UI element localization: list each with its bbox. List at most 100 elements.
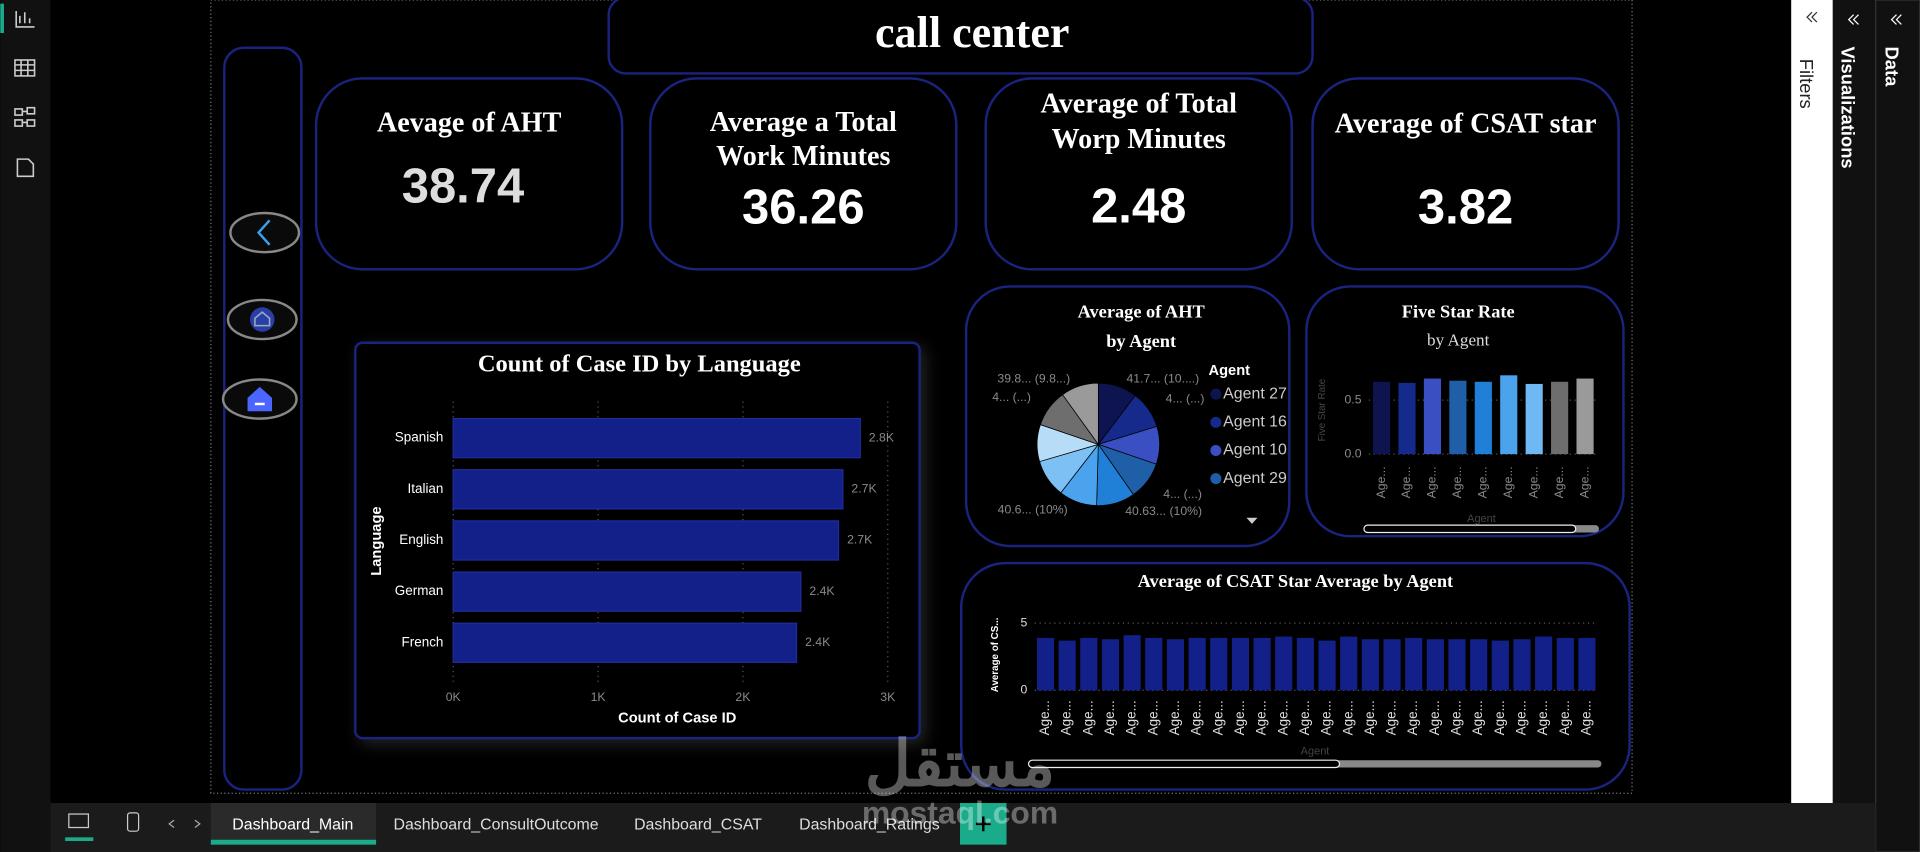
chart-card [959, 561, 1631, 791]
bar [1231, 637, 1249, 691]
y-axis-label: Average of CS... [990, 617, 1001, 692]
bar [1123, 635, 1141, 691]
y-tick-label: 0 [1021, 683, 1028, 697]
data-label: 2.4K [805, 635, 831, 649]
pane-label[interactable]: Visualizations [1837, 47, 1858, 169]
slice-label: 40.6... (10%) [998, 503, 1068, 517]
legend-label[interactable]: Agent 27 [1223, 385, 1287, 402]
chart-title: Five Star Rate [1402, 302, 1515, 322]
desktop-view[interactable] [68, 813, 90, 829]
x-tick-label: Age... [1449, 700, 1464, 735]
y-tick-label: Spanish [395, 430, 444, 445]
tab-scroll[interactable] [168, 819, 201, 829]
x-tick-label: Age... [1492, 700, 1507, 735]
bar [452, 571, 802, 612]
legend-swatch[interactable] [1210, 444, 1222, 456]
home-button[interactable] [226, 298, 298, 341]
legend-swatch[interactable] [1210, 388, 1222, 400]
bar [1556, 637, 1574, 691]
collapse-icon[interactable] [1847, 14, 1859, 25]
x-tick-label: Age... [1501, 466, 1515, 498]
y-tick-label: German [395, 583, 444, 598]
legend-swatch[interactable] [1210, 416, 1222, 428]
page-tab[interactable]: Dashboard_ConsultOutcome [393, 816, 598, 833]
legend-title: Agent [1209, 363, 1251, 379]
bar [1551, 381, 1569, 455]
collapse-icon[interactable] [1890, 14, 1902, 25]
chart-subtitle: by Agent [1106, 331, 1177, 351]
page-tab[interactable]: Dashboard_CSAT [634, 816, 762, 833]
legend-label[interactable]: Agent 29 [1223, 470, 1287, 487]
chart-title: Average of AHT [1078, 302, 1205, 322]
report-title: call center [875, 8, 1069, 57]
x-tick-label: Age... [1577, 466, 1591, 498]
model-icon[interactable] [14, 106, 36, 127]
x-tick-label: Age... [1557, 700, 1572, 735]
x-axis-label: Agent [1301, 746, 1330, 758]
legend-swatch[interactable] [1210, 473, 1222, 485]
visualizations-pane[interactable] [1832, 0, 1876, 804]
x-tick-label: Age... [1232, 700, 1247, 735]
left-rail [0, 0, 51, 852]
slice-label: 4... (...) [1166, 391, 1205, 405]
bar [1318, 640, 1336, 691]
y-axis-label: Five Star Rate [1317, 379, 1328, 442]
pane-label[interactable]: Data [1882, 47, 1903, 88]
bar [1361, 639, 1379, 691]
bar [1423, 378, 1442, 455]
x-tick-label: Age... [1399, 466, 1413, 498]
x-tick-label: Age... [1384, 700, 1399, 735]
active-tab [210, 803, 377, 845]
bar [1398, 382, 1416, 455]
x-tick-label: Age... [1145, 700, 1160, 735]
watermark: مستقل [865, 729, 1055, 800]
bar [1296, 637, 1314, 691]
x-tick-label: Age... [1425, 466, 1439, 498]
y-tick-label: French [402, 634, 444, 649]
bar [1188, 637, 1206, 691]
dax-icon[interactable] [16, 158, 35, 178]
bar [1449, 380, 1467, 455]
collapse-icon[interactable] [1806, 11, 1818, 23]
kpi-card [984, 77, 1293, 271]
report-icon[interactable] [15, 11, 35, 28]
bar [1210, 637, 1228, 691]
page-tab[interactable]: Dashboard_Main [232, 816, 353, 833]
mobile-view[interactable] [126, 812, 140, 832]
bar [1405, 637, 1423, 691]
x-axis-label: Count of Case ID [618, 710, 736, 726]
scrollbar-thumb[interactable] [1363, 524, 1577, 534]
chart-title: Average of CSAT Star Average by Agent [1138, 571, 1454, 591]
x-axis-label: Agent [1467, 513, 1496, 525]
back-button[interactable] [229, 211, 301, 254]
data-pane[interactable] [1875, 0, 1920, 852]
x-tick-label: Age... [1080, 700, 1095, 735]
chart-title: Count of Case ID by Language [478, 351, 801, 378]
home-button-2[interactable] [221, 378, 298, 420]
bar [1275, 636, 1293, 691]
bar [1253, 637, 1271, 691]
bar [1145, 637, 1163, 691]
kpi-card [649, 77, 958, 271]
x-tick-label: Age... [1579, 700, 1594, 735]
legend-more[interactable] [1246, 517, 1258, 524]
bar [1166, 639, 1185, 691]
filters-pane[interactable] [1791, 0, 1833, 804]
table-icon[interactable] [14, 59, 36, 77]
y-tick-label: Italian [408, 481, 444, 496]
page-tab[interactable]: Dashboard_Ratings [799, 816, 940, 833]
x-tick-label: Age... [1374, 466, 1388, 498]
x-tick-label: Age... [1254, 700, 1269, 735]
legend-label[interactable]: Agent 16 [1223, 414, 1287, 431]
bar [1383, 639, 1401, 691]
bar [1578, 637, 1596, 691]
x-tick-label: Age... [1405, 700, 1420, 735]
canvas-border [210, 0, 1633, 794]
x-tick-label: Age... [1450, 466, 1464, 498]
scrollbar-thumb[interactable] [1027, 759, 1341, 769]
pane-label[interactable]: Filters [1796, 59, 1817, 109]
x-tick-label: Age... [1037, 700, 1052, 735]
legend-label[interactable]: Agent 10 [1223, 442, 1287, 459]
data-label: 2.7K [851, 482, 877, 496]
